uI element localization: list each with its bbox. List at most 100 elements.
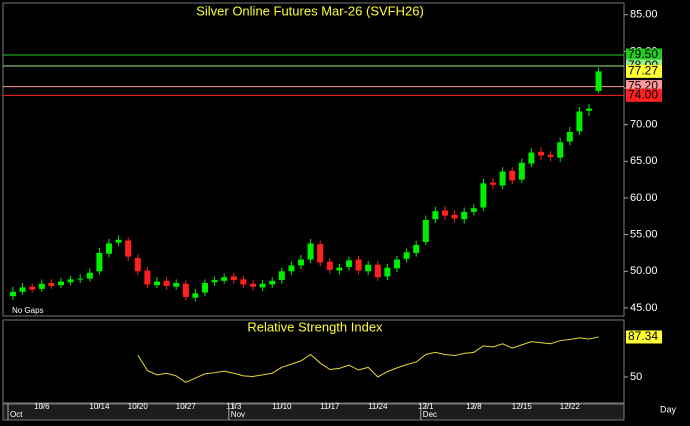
candle-body xyxy=(576,111,583,132)
candle-body xyxy=(422,219,429,242)
x-tick-label: 12/8 xyxy=(466,402,482,411)
candle-body xyxy=(77,278,84,280)
rsi-line xyxy=(137,336,599,383)
month-label: Nov xyxy=(231,410,245,419)
candle-body xyxy=(278,271,285,281)
candle-body xyxy=(365,264,372,272)
candle-body xyxy=(86,272,93,279)
last-price-label: 77.27 xyxy=(628,64,658,78)
candle-body xyxy=(307,243,314,260)
y-tick-label: 45.00 xyxy=(630,302,658,314)
candle-body xyxy=(586,108,592,111)
candle-body xyxy=(499,171,506,186)
candle-body xyxy=(96,252,103,272)
candle-body xyxy=(336,267,343,271)
candle-body xyxy=(451,214,458,219)
candle-body xyxy=(374,264,381,278)
chart-title: Silver Online Futures Mar-26 (SVFH26) xyxy=(196,3,424,18)
level-label: 79.50 xyxy=(628,47,658,61)
x-tick-label: 11/24 xyxy=(368,402,388,411)
candle-body xyxy=(547,154,554,157)
candle-body xyxy=(250,283,256,287)
candle-body xyxy=(538,151,544,156)
candle-body xyxy=(413,244,420,253)
candle-body xyxy=(566,132,573,142)
candle-body xyxy=(326,261,333,270)
candle-body xyxy=(509,170,516,181)
y-tick-label: 50 xyxy=(630,371,642,383)
candle-body xyxy=(259,283,266,288)
candle-body xyxy=(480,183,487,208)
candle-body xyxy=(134,258,141,272)
x-tick-label: 11/3 xyxy=(226,402,242,411)
x-tick-label: 11/10 xyxy=(272,402,292,411)
candle-body xyxy=(461,211,468,220)
x-tick-label: 10/27 xyxy=(176,402,197,411)
candle-body xyxy=(202,283,208,293)
y-tick-label: 55.00 xyxy=(630,229,658,241)
candle-body xyxy=(29,286,36,290)
candle-body xyxy=(269,280,276,285)
y-tick-label: 50.00 xyxy=(630,265,658,277)
candle-body xyxy=(317,244,324,263)
y-tick-label: 60.00 xyxy=(630,192,658,204)
level-badge xyxy=(626,48,662,62)
candle-body xyxy=(403,252,410,259)
candle-body xyxy=(125,240,132,257)
date-axis xyxy=(2,403,625,421)
candle-body xyxy=(10,291,16,297)
candle-body xyxy=(48,283,55,286)
rsi-last-badge xyxy=(626,330,662,344)
level-label: 74.00 xyxy=(628,88,658,102)
candle-body xyxy=(240,279,247,285)
candle-body xyxy=(432,211,439,220)
candle-body xyxy=(221,277,228,281)
candle-body xyxy=(38,283,45,289)
candle-body xyxy=(470,208,477,212)
candle-body xyxy=(346,260,352,267)
x-tick-label: 12/1 xyxy=(418,402,434,411)
candle-body xyxy=(67,279,74,283)
last-price-badge xyxy=(626,64,662,78)
x-tick-label: 10/20 xyxy=(128,402,149,411)
level-badge xyxy=(626,88,662,102)
candle-body xyxy=(384,267,391,277)
candle-body xyxy=(528,152,535,164)
x-axis-label: Day xyxy=(660,404,677,414)
x-tick-label: 11/17 xyxy=(320,402,340,411)
x-tick-label: 10/14 xyxy=(89,402,110,411)
no-gaps-note: No Gaps xyxy=(12,306,44,315)
candle-body xyxy=(19,287,26,292)
candle-body xyxy=(442,210,448,216)
candle-body xyxy=(355,259,362,271)
rsi-last-label: 87.34 xyxy=(628,329,658,343)
candle-body xyxy=(557,142,564,158)
candle-body xyxy=(211,280,218,283)
y-tick-label: 65.00 xyxy=(630,155,658,167)
candle-body xyxy=(490,182,496,185)
candle-body xyxy=(230,276,237,281)
month-label: Oct xyxy=(10,410,23,419)
candle-body xyxy=(154,281,160,286)
candle-body xyxy=(115,239,122,243)
candle-body xyxy=(106,243,112,254)
candle-body xyxy=(163,280,170,286)
candle-body xyxy=(173,283,180,287)
candle-body xyxy=(298,259,304,266)
candle-body xyxy=(144,270,151,285)
y-tick-label: 85.00 xyxy=(630,9,658,21)
candle-body xyxy=(518,162,525,180)
candle-body xyxy=(394,259,400,269)
candle-body xyxy=(595,71,602,91)
x-tick-label: 12/22 xyxy=(560,402,581,411)
x-tick-label: 12/15 xyxy=(512,402,533,411)
rsi-panel xyxy=(2,319,625,404)
month-label: Dec xyxy=(423,410,437,419)
rsi-title: Relative Strength Index xyxy=(247,319,383,334)
x-tick-label: 10/6 xyxy=(34,402,50,411)
candle-body xyxy=(288,265,295,272)
candle-body xyxy=(58,281,64,286)
candle-body xyxy=(182,283,189,297)
y-tick-label: 70.00 xyxy=(630,119,658,131)
